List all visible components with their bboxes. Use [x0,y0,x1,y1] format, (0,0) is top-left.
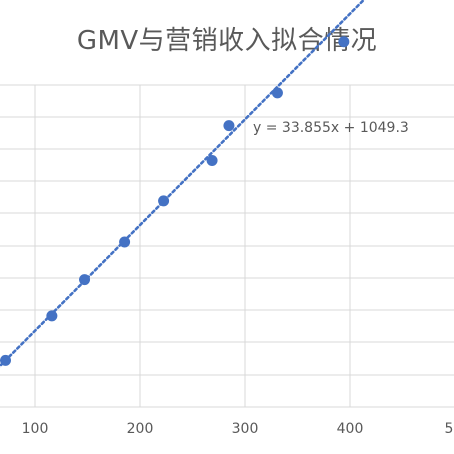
x-tick-label: 300 [232,421,259,437]
data-point [223,120,235,132]
data-point [46,310,58,322]
data-point [271,87,283,99]
trendline-equation: y = 33.855x + 1049.3 [253,120,409,136]
chart-title: GMV与营销收入拟合情况 [76,26,378,56]
x-tick-label: 100 [22,421,49,437]
data-point [79,274,91,286]
x-tick-label: 400 [337,421,364,437]
data-point [0,354,11,366]
x-tick-label: 5 [445,421,454,437]
trendline [0,0,366,368]
data-point [338,36,350,48]
data-point [158,195,170,207]
data-point [119,236,131,248]
x-tick-label: 200 [127,421,154,437]
data-point [206,154,218,166]
